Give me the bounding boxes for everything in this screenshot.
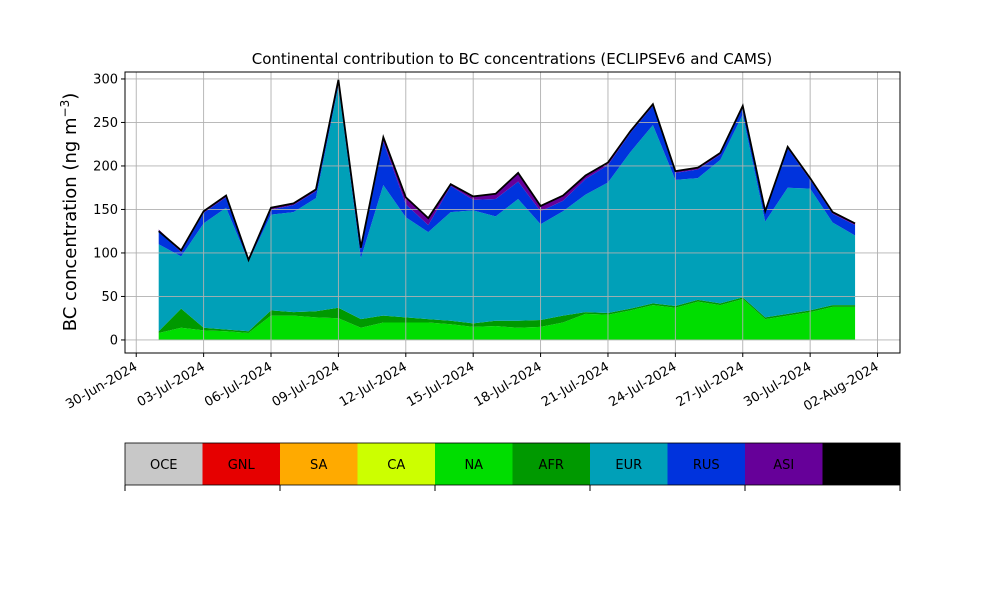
x-tick-label: 30-Jun-2024 xyxy=(63,359,140,412)
legend-label-ca: CA xyxy=(387,458,405,473)
legend-label-rus: RUS xyxy=(693,458,720,473)
y-tick-label: 50 xyxy=(101,290,118,305)
x-tick-label: 18-Jul-2024 xyxy=(472,359,545,410)
legend-label-asi: ASI xyxy=(773,458,794,473)
area-eur xyxy=(158,85,856,332)
x-tick-label: 06-Jul-2024 xyxy=(202,359,275,410)
legend-label-sa: SA xyxy=(310,458,327,473)
x-tick-label: 03-Jul-2024 xyxy=(135,359,208,410)
legend-swatch-sa xyxy=(280,443,358,485)
chart-title: Continental contribution to BC concentra… xyxy=(252,50,773,68)
x-tick-label: 12-Jul-2024 xyxy=(337,359,410,410)
legend-swatch-gnl xyxy=(202,443,281,485)
legend-label-gnl: GNL xyxy=(228,458,256,473)
legend-swatch-ca xyxy=(357,443,436,485)
x-tick-label: 24-Jul-2024 xyxy=(607,359,680,410)
y-axis-label: BC concentration (ng m−3) xyxy=(58,93,81,332)
y-axis: 0 50 100 150 200 250 300 xyxy=(93,72,125,348)
y-tick-label: 200 xyxy=(93,159,118,174)
legend-label-oce: OCE xyxy=(150,458,178,473)
legend-label-afr: AFR xyxy=(539,458,564,473)
region-colorbar-legend: OCE GNL SA CA NA AFR EUR RUS ASI AUS xyxy=(124,442,901,491)
x-tick-label: 09-Jul-2024 xyxy=(270,359,343,410)
legend-swatch-eur xyxy=(590,443,668,485)
y-axis-label-text: BC concentration (ng m xyxy=(60,117,81,331)
legend-swatch-asi xyxy=(745,443,823,485)
x-tick-label: 27-Jul-2024 xyxy=(674,359,747,410)
legend-frame xyxy=(124,442,901,486)
y-tick-label: 0 xyxy=(110,333,118,348)
legend-swatch-oce xyxy=(125,443,203,485)
stacked-areas xyxy=(158,79,856,340)
x-tick-label: 21-Jul-2024 xyxy=(539,359,612,410)
legend-label-na: NA xyxy=(464,458,483,473)
legend-swatch-aus xyxy=(822,443,901,485)
legend-swatch-na xyxy=(435,443,513,485)
legend-swatch-rus xyxy=(667,443,746,485)
legend-label-eur: EUR xyxy=(615,458,642,473)
area-afr xyxy=(158,297,856,333)
y-tick-label: 150 xyxy=(93,203,118,218)
legend-label-aus: AUS xyxy=(848,458,875,473)
y-tick-label: 250 xyxy=(93,116,118,131)
y-axis-label-superscript: −3 xyxy=(58,100,72,118)
y-tick-label: 300 xyxy=(93,72,118,87)
plot-frame xyxy=(124,71,901,354)
total-concentration-line xyxy=(158,79,856,263)
y-axis-label-close: ) xyxy=(60,93,81,100)
x-tick-label: 15-Jul-2024 xyxy=(404,359,477,410)
x-axis: 30-Jun-202403-Jul-202406-Jul-202409-Jul-… xyxy=(63,353,882,415)
area-na xyxy=(158,299,856,340)
legend-swatch-afr xyxy=(512,443,591,485)
x-tick-label: 02-Aug-2024 xyxy=(801,359,881,414)
y-tick-label: 100 xyxy=(93,246,118,261)
